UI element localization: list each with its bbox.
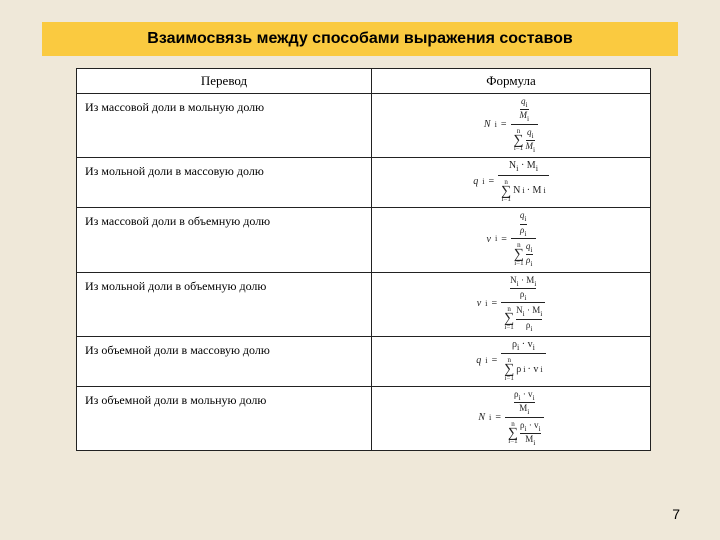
conversion-label: Из мольной доли в массовую долю xyxy=(77,158,372,208)
slide-title-band: Взаимосвязь между способами выражения со… xyxy=(42,22,678,56)
table-row: Из объемной доли в массовую долюqi = ρi … xyxy=(77,336,651,386)
conversion-formula: vi = qiρin∑i=1 qiρi xyxy=(372,208,651,272)
conversion-formula: qi = ρi · vin∑i=1 ρi · vi xyxy=(372,336,651,386)
conversion-label: Из массовой доли в объемную долю xyxy=(77,208,372,272)
table-row: Из мольной доли в объемную долюvi = Ni ·… xyxy=(77,272,651,336)
conversion-label: Из массовой доли в мольную долю xyxy=(77,94,372,158)
page-number: 7 xyxy=(672,506,680,522)
conversion-table: Перевод Формула Из массовой доли в мольн… xyxy=(76,68,651,451)
conversion-label: Из мольной доли в объемную долю xyxy=(77,272,372,336)
table-body: Из массовой доли в мольную долюNi = qiMi… xyxy=(77,94,651,451)
header-col-1: Перевод xyxy=(77,69,372,94)
conversion-formula: Ni = qiMin∑i=1 qiMi xyxy=(372,94,651,158)
table-row: Из объемной доли в мольную долюNi = ρi ·… xyxy=(77,387,651,451)
conversion-formula: vi = Ni · Miρin∑i=1 Ni · Miρi xyxy=(372,272,651,336)
header-col-2: Формула xyxy=(372,69,651,94)
conversion-label: Из объемной доли в мольную долю xyxy=(77,387,372,451)
table-row: Из массовой доли в объемную долюvi = qiρ… xyxy=(77,208,651,272)
table-row: Из мольной доли в массовую долюqi = Ni ·… xyxy=(77,158,651,208)
table-header-row: Перевод Формула xyxy=(77,69,651,94)
slide-title: Взаимосвязь между способами выражения со… xyxy=(147,30,572,48)
conversion-formula: qi = Ni · Min∑i=1 Ni · Mi xyxy=(372,158,651,208)
table-row: Из массовой доли в мольную долюNi = qiMi… xyxy=(77,94,651,158)
conversion-label: Из объемной доли в массовую долю xyxy=(77,336,372,386)
conversion-formula: Ni = ρi · viMin∑i=1 ρi · viMi xyxy=(372,387,651,451)
